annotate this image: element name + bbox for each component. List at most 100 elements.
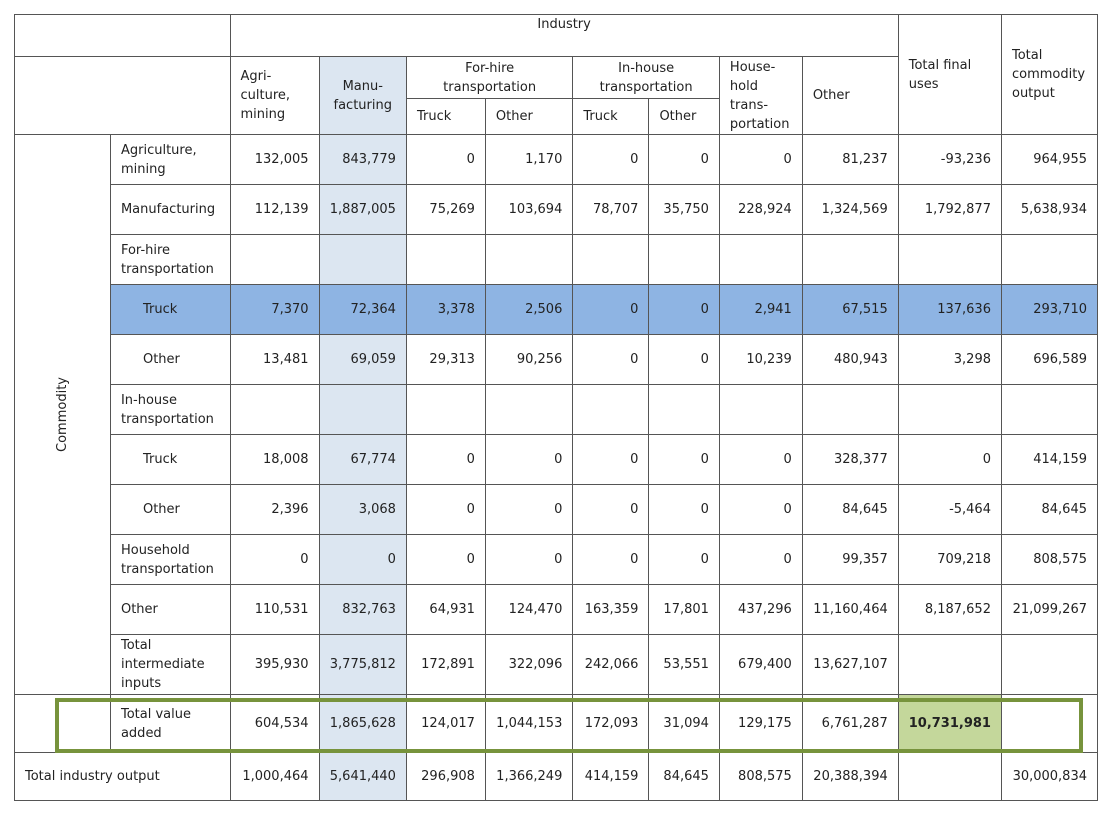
table-cell: 437,296	[718, 584, 803, 635]
table-cell	[229, 234, 320, 285]
table-cell: 84,645	[1000, 484, 1098, 535]
table-cell: 808,575	[718, 752, 803, 801]
for-hire-other-header: Other	[484, 98, 574, 135]
table-cell: 322,096	[484, 634, 574, 695]
table-cell: 0	[572, 284, 650, 335]
commodity-side-label: Commodity	[14, 134, 111, 695]
table-cell: 163,359	[572, 584, 650, 635]
table-cell	[405, 234, 486, 285]
table-cell: 72,364	[318, 284, 407, 335]
table-cell: 3,775,812	[318, 634, 407, 695]
table-cell	[484, 384, 574, 435]
table-cell: 604,534	[229, 694, 320, 753]
table-cell: 0	[648, 284, 720, 335]
for-hire-truck-header: Truck	[405, 98, 486, 135]
table-cell: 228,924	[718, 184, 803, 235]
table-cell	[801, 234, 899, 285]
table-cell: 0	[648, 434, 720, 485]
table-cell: 35,750	[648, 184, 720, 235]
table-cell: 0	[897, 434, 1002, 485]
table-cell: 0	[405, 134, 486, 185]
table-cell	[801, 384, 899, 435]
table-cell: 0	[229, 534, 320, 585]
table-row: In-house transportation	[15, 384, 1098, 435]
table-cell: 242,066	[572, 634, 650, 695]
table-cell: 53,551	[648, 634, 720, 695]
total-final-uses-header: Total final uses	[897, 14, 1002, 135]
table-cell: 10,239	[718, 334, 803, 385]
row-label: Household transportation	[109, 534, 231, 585]
row-label: Total value added	[109, 694, 231, 753]
table-cell: 84,645	[648, 752, 720, 801]
table-cell: 0	[484, 484, 574, 535]
table-cell: 395,930	[229, 634, 320, 695]
table-cell: 20,388,394	[801, 752, 899, 801]
table-cell: 0	[572, 534, 650, 585]
table-cell: 0	[484, 434, 574, 485]
table-cell	[1000, 694, 1098, 753]
table-cell: 832,763	[318, 584, 407, 635]
table-cell: 0	[718, 134, 803, 185]
table-cell: 90,256	[484, 334, 574, 385]
row-label: Other	[109, 484, 231, 535]
table-cell	[718, 234, 803, 285]
table-cell: 81,237	[801, 134, 899, 185]
header-blank-2	[110, 98, 231, 135]
io-table: Industry Total final uses Total commodit…	[14, 14, 1098, 801]
table-cell: 414,159	[572, 752, 650, 801]
table-cell	[572, 384, 650, 435]
table-cell: 414,159	[1000, 434, 1098, 485]
table-cell: 0	[718, 534, 803, 585]
table-cell: 5,638,934	[1000, 184, 1098, 235]
table-row: Truck 18,008 67,774 0 0 0 0 0 328,377 0 …	[15, 434, 1098, 485]
table-cell: 172,891	[405, 634, 486, 695]
header-blank-left	[14, 56, 111, 99]
value-added-total-cell: 10,731,981	[897, 694, 1002, 753]
table-cell: 64,931	[405, 584, 486, 635]
table-cell: 0	[405, 534, 486, 585]
table-cell: 67,774	[318, 434, 407, 485]
in-house-other-header: Other	[648, 98, 720, 135]
table-cell: 137,636	[897, 284, 1002, 335]
table-cell: 17,801	[648, 584, 720, 635]
table-cell: 5,641,440	[318, 752, 407, 801]
table-cell: 709,218	[897, 534, 1002, 585]
in-house-truck-header: Truck	[572, 98, 650, 135]
table-cell: 99,357	[801, 534, 899, 585]
table-row: Manufacturing 112,139 1,887,005 75,269 1…	[15, 184, 1098, 235]
row-label: In-house transportation	[109, 384, 231, 435]
table-cell: 13,481	[229, 334, 320, 385]
table-cell: -93,236	[897, 134, 1002, 185]
table-cell: 0	[648, 484, 720, 535]
table-cell: 2,396	[229, 484, 320, 535]
table-cell: 480,943	[801, 334, 899, 385]
table-cell: 31,094	[648, 694, 720, 753]
table-row: Household transportation 0 0 0 0 0 0 0 9…	[15, 534, 1098, 585]
table-cell	[405, 384, 486, 435]
table-cell: 679,400	[718, 634, 803, 695]
for-hire-transportation-header: For-hire transportation	[405, 56, 574, 99]
table-cell: 1,170	[484, 134, 574, 185]
table-cell: 0	[648, 134, 720, 185]
table-cell: 124,470	[484, 584, 574, 635]
table-cell	[484, 234, 574, 285]
table-cell: 1,366,249	[484, 752, 574, 801]
table-cell: 124,017	[405, 694, 486, 753]
table-cell: 2,941	[718, 284, 803, 335]
table-cell: 84,645	[801, 484, 899, 535]
table-cell: 3,068	[318, 484, 407, 535]
table-cell: 3,378	[405, 284, 486, 335]
table-cell	[318, 234, 407, 285]
table-row: Total industry output 1,000,464 5,641,44…	[14, 752, 1098, 801]
table-cell: 296,908	[405, 752, 486, 801]
table-cell: 11,160,464	[801, 584, 899, 635]
table-cell: 132,005	[229, 134, 320, 185]
table-cell: 0	[648, 534, 720, 585]
table-row: Total intermediate inputs 395,930 3,775,…	[15, 634, 1098, 695]
table-row: Other 2,396 3,068 0 0 0 0 0 84,645 -5,46…	[15, 484, 1098, 535]
row-label: Truck	[109, 434, 231, 485]
table-row: Commodity Agriculture, mining 132,005 84…	[14, 134, 1098, 695]
table-cell: 1,792,877	[897, 184, 1002, 235]
table-cell: 964,955	[1000, 134, 1098, 185]
row-label: Manufacturing	[109, 184, 231, 235]
